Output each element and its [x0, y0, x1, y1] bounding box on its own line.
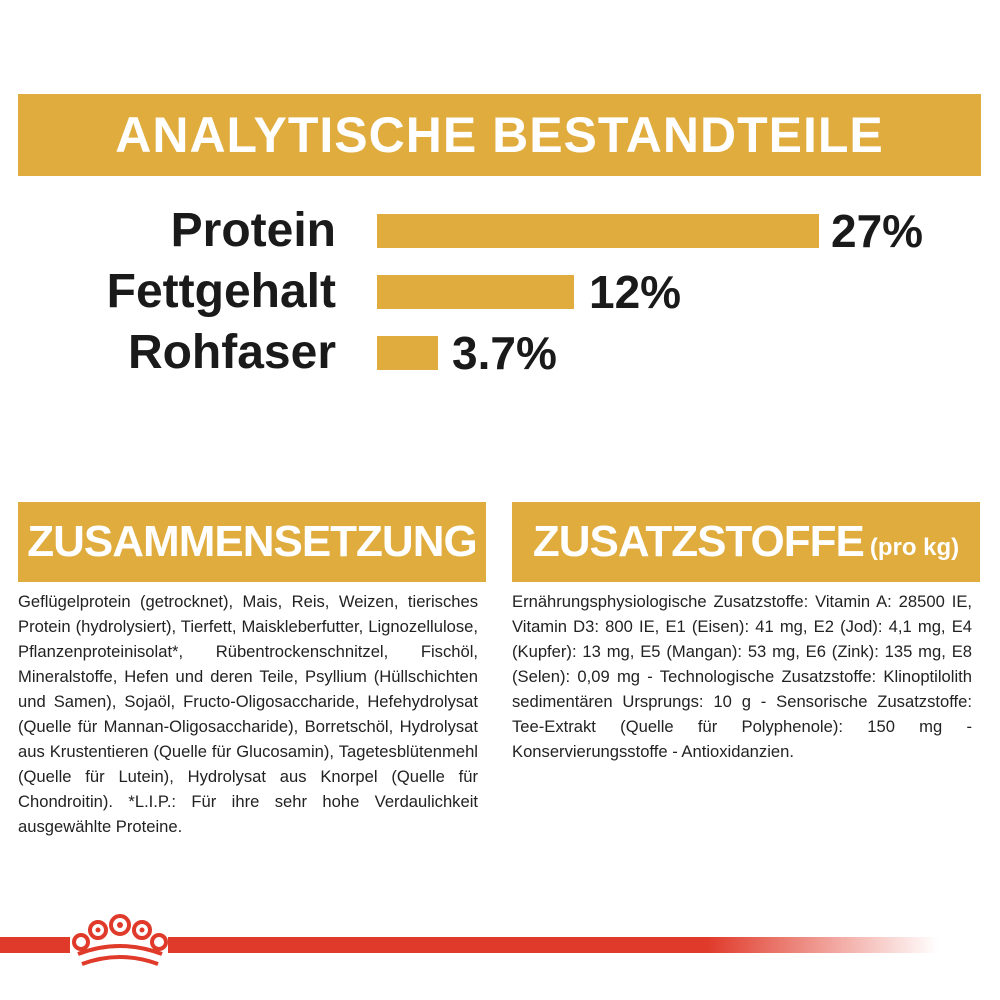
crown-icon — [72, 914, 168, 966]
row-label: Fettgehalt — [106, 265, 336, 318]
footer-red-line-right — [168, 937, 938, 953]
row-value: 12% — [589, 266, 682, 318]
row-bar — [377, 275, 574, 309]
analytics-banner: ANALYTISCHE BESTANDTEILE — [18, 94, 981, 176]
row-label: Rohfaser — [127, 326, 336, 379]
additives-title: ZUSATZSTOFFE — [532, 517, 865, 566]
analytics-row-protein: Protein 27% — [0, 202, 1000, 260]
composition-header: ZUSAMMENSETZUNG — [18, 502, 486, 582]
row-bar — [377, 214, 819, 248]
analytics-row-fettgehalt: Fettgehalt 12% — [0, 263, 1000, 321]
footer-red-line-left — [0, 937, 70, 953]
composition-text: Geflügelprotein (getrocknet), Mais, Reis… — [18, 592, 478, 836]
row-bar — [377, 336, 438, 370]
additives-subtitle: (pro kg) — [869, 534, 960, 561]
row-value: 3.7% — [452, 327, 557, 379]
analytics-title: ANALYTISCHE BESTANDTEILE — [115, 107, 884, 163]
additives-text: Ernährungsphysiologische Zusatzstoffe: V… — [512, 592, 972, 761]
additives-header: ZUSATZSTOFFE (pro kg) — [512, 502, 980, 582]
analytics-row-rohfaser: Rohfaser 3.7% — [0, 324, 1000, 382]
composition-title: ZUSAMMENSETZUNG — [27, 517, 477, 566]
row-label: Protein — [170, 204, 336, 257]
row-value: 27% — [831, 205, 924, 257]
